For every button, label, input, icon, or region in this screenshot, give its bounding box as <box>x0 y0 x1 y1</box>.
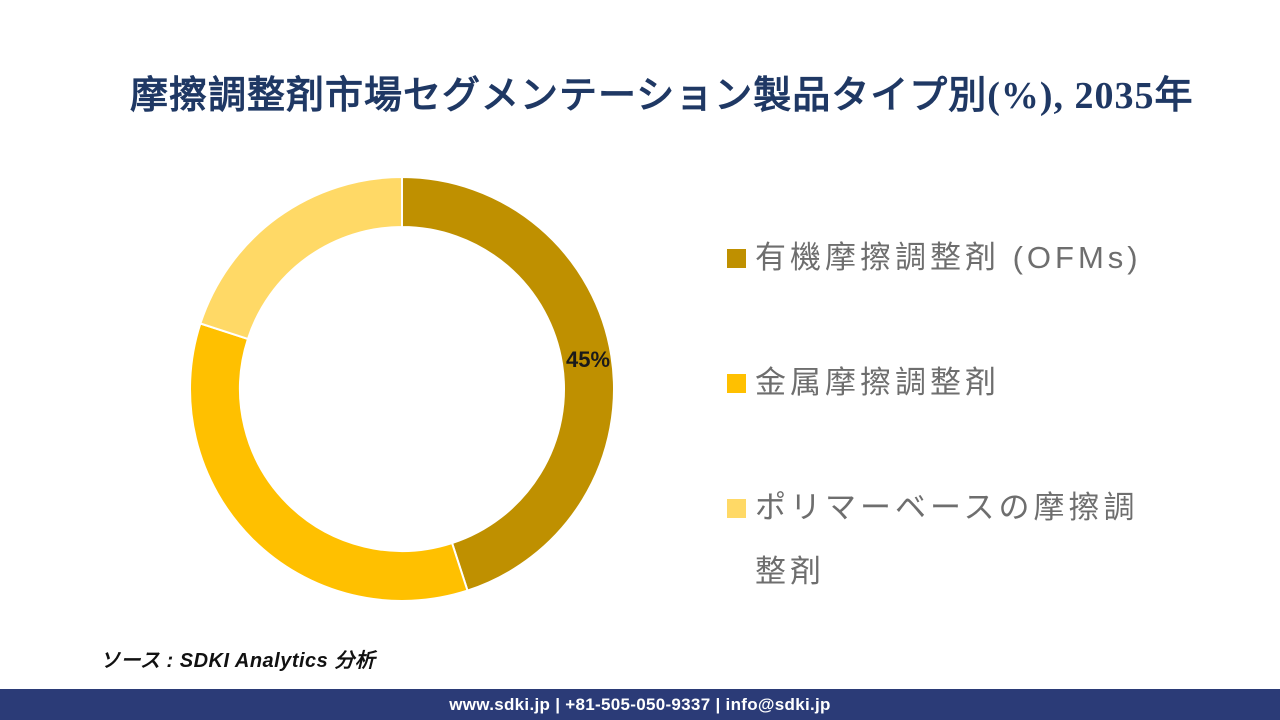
legend-item-polymer: ポリマーベースの摩擦調 整剤 <box>727 476 1138 604</box>
source-note: ソース : SDKI Analytics 分析 <box>100 650 376 672</box>
donut-chart <box>188 175 616 603</box>
legend-swatch-polymer <box>727 499 746 518</box>
legend-item-metal: 金属摩擦調整剤 <box>727 351 1000 415</box>
footer-bar: www.sdki.jp | +81-505-050-9337 | info@sd… <box>0 689 1280 720</box>
donut-slice-0 <box>401 175 615 592</box>
legend-label-polymer: ポリマーベースの摩擦調 整剤 <box>755 490 1139 589</box>
donut-slice-2 <box>199 175 403 341</box>
donut-data-label: 45% <box>565 347 611 372</box>
donut-svg <box>189 175 615 602</box>
footer-contact-text: www.sdki.jp | +81-505-050-9337 | info@sd… <box>449 694 831 714</box>
legend-item-ofms: 有機摩擦調整剤 (OFMs) <box>727 226 1142 290</box>
donut-slice-1 <box>189 322 469 602</box>
legend-swatch-metal <box>727 374 746 393</box>
chart-title: 摩擦調整剤市場セグメンテーション製品タイプ別(%), 2035年 <box>130 75 1194 117</box>
legend-swatch-ofms <box>727 249 746 268</box>
legend-label-metal: 金属摩擦調整剤 <box>755 365 1000 400</box>
legend-label-ofms: 有機摩擦調整剤 (OFMs) <box>755 240 1142 275</box>
